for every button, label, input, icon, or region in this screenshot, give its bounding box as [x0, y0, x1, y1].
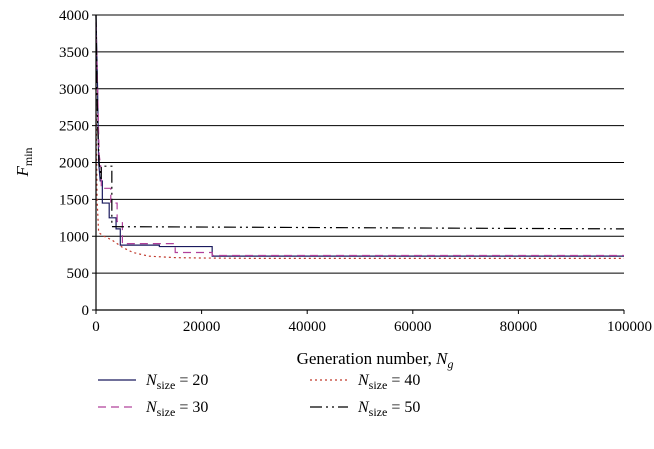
- grid-lines: [96, 14, 624, 274]
- series-line-3: [95, 88, 624, 259]
- y-tick-label: 2000: [59, 156, 89, 172]
- legend: Nsize = 20 Nsize = 30 Nsize = 40 Nsize = 50: [98, 372, 420, 419]
- legend-label-2: Nsize = 30: [145, 399, 208, 419]
- x-tick-label: 0: [92, 319, 100, 335]
- y-tick-label: 3000: [59, 82, 89, 98]
- legend-label-3: Nsize = 40: [357, 372, 420, 392]
- legend-label-4: Nsize = 50: [357, 399, 420, 419]
- legend-label-1: Nsize = 20: [145, 372, 208, 392]
- y-tick-label: 1500: [59, 192, 89, 208]
- y-tick-label: 3500: [59, 45, 89, 61]
- series-line-2: [95, 22, 624, 257]
- series-line-4: [95, 14, 625, 230]
- x-axis-label: Generation number, Ng: [297, 349, 454, 371]
- y-axis-label: Fmin: [13, 147, 35, 177]
- axes: [92, 14, 625, 314]
- x-tick-label: 40000: [288, 319, 326, 335]
- x-tick-label: 20000: [183, 319, 221, 335]
- x-tick-label: 60000: [394, 319, 432, 335]
- y-tick-label: 4000: [59, 8, 89, 24]
- series-layer: [95, 14, 625, 259]
- x-tick-label: 100000: [607, 319, 652, 335]
- y-tick-label: 1000: [59, 229, 89, 245]
- y-tick-label: 500: [67, 266, 90, 282]
- y-tick-label: 2500: [59, 119, 89, 135]
- y-tick-label: 0: [82, 303, 90, 319]
- series-line-1: [95, 14, 624, 257]
- x-tick-label: 80000: [500, 319, 538, 335]
